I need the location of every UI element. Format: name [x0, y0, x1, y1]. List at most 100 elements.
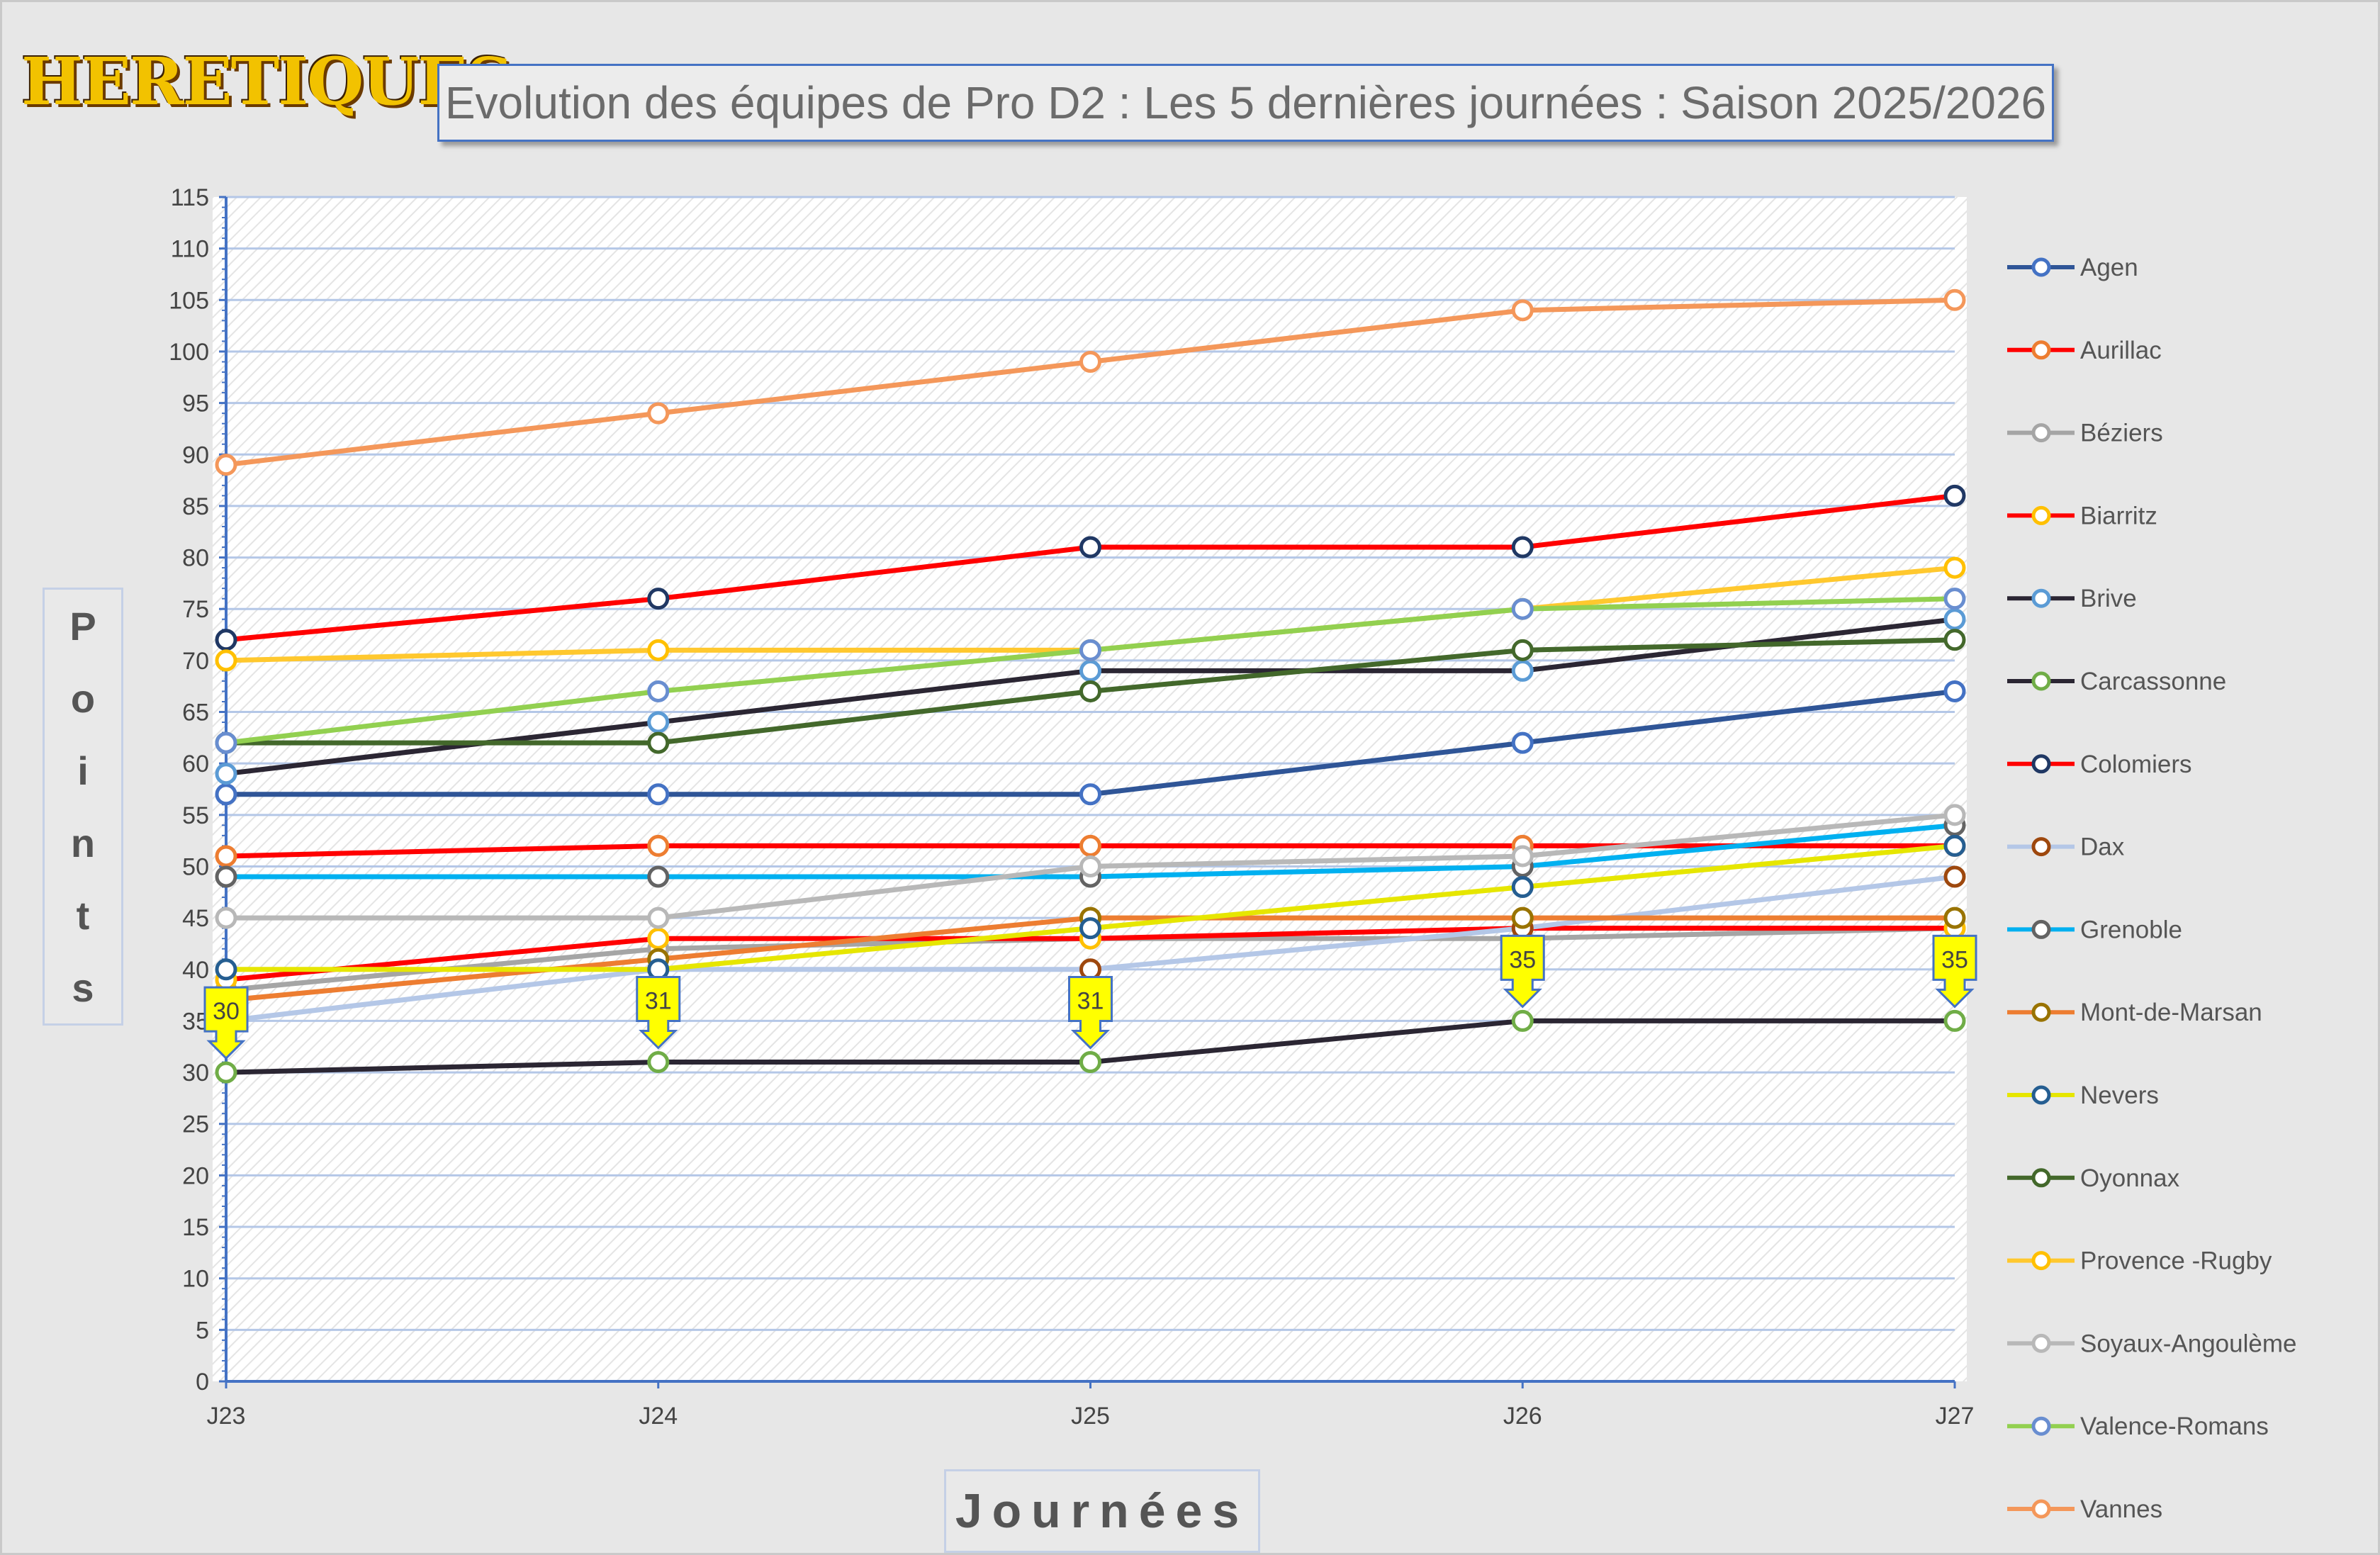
data-point-soyaux-angoul-me [1079, 855, 1101, 877]
data-point-soyaux-angoul-me [1511, 845, 1534, 868]
y-tick-label: 10 [182, 1266, 209, 1293]
y-tick-label: 80 [182, 545, 209, 572]
y-tick-label: 30 [182, 1060, 209, 1087]
callout-shape [1068, 976, 1113, 1050]
legend-label: Béziers [2080, 420, 2163, 447]
legend-marker [2031, 919, 2051, 939]
data-point-vannes [647, 402, 670, 425]
callout-label: 31 [645, 988, 672, 1015]
data-point-dax [1943, 865, 1966, 888]
callout-shape [203, 986, 249, 1060]
legend-label: Colomiers [2080, 751, 2192, 778]
legend-item-aurillac: Aurillac [2007, 337, 2162, 364]
data-point-carcassonne [647, 1051, 670, 1074]
data-point-agen [1079, 783, 1101, 806]
y-tick-label: 45 [182, 905, 209, 932]
legend-label: Agen [2080, 254, 2138, 281]
y-tick-label: 65 [182, 700, 209, 726]
data-point-oyonnax [1943, 629, 1966, 651]
data-point-nevers [1079, 917, 1101, 940]
data-point-agen [1511, 731, 1534, 754]
legend-label: Soyaux-Angoulème [2080, 1330, 2296, 1357]
legend-marker [2031, 423, 2051, 443]
callout-shape [636, 976, 681, 1050]
data-point-vannes [215, 454, 237, 476]
value-callout: 35 [1932, 934, 1977, 1009]
data-point-oyonnax [647, 731, 670, 754]
legend-label: Dax [2080, 833, 2125, 861]
data-point-valence-romans [647, 680, 670, 702]
data-point-valence-romans [1079, 639, 1101, 661]
data-point-grenoble [647, 865, 670, 888]
data-point-mont-de-marsan [1943, 906, 1966, 929]
legend-item-nevers: Nevers [2007, 1082, 2159, 1109]
y-tick-label: 90 [182, 442, 209, 468]
y-tick-label: 100 [169, 339, 209, 366]
series-nevers [215, 834, 1966, 981]
legend-item-valence-romans: Valence-Romans [2007, 1413, 2269, 1440]
data-point-brive [1943, 608, 1966, 631]
y-tick-label: 110 [171, 236, 209, 263]
legend-marker [2031, 837, 2051, 857]
legend-item-provence-rugby: Provence -Rugby [2007, 1247, 2272, 1275]
legend-item-agen: Agen [2007, 254, 2138, 281]
data-point-provence-rugby [1943, 556, 1966, 579]
legend-label: Mont-de-Marsan [2080, 999, 2262, 1026]
data-point-colomiers [1943, 484, 1966, 507]
series-colomiers [215, 484, 1966, 651]
data-point-soyaux-angoul-me [647, 906, 670, 929]
data-point-agen [215, 783, 237, 806]
y-axis-label-letter: n [70, 820, 96, 865]
y-tick-label: 85 [182, 493, 209, 520]
data-point-oyonnax [1511, 639, 1534, 661]
legend-item-colomiers: Colomiers [2007, 751, 2192, 778]
y-tick-label: 40 [182, 957, 209, 984]
x-tick-label: J25 [1071, 1403, 1110, 1430]
data-point-agen [1943, 680, 1966, 702]
legend-item-dax: Dax [2007, 833, 2125, 861]
legend-label: Biarritz [2080, 502, 2157, 529]
legend-marker [2031, 505, 2051, 525]
series-vannes [215, 288, 1966, 476]
data-point-aurillac [647, 834, 670, 857]
y-tick-label: 20 [182, 1162, 209, 1189]
legend-marker [2031, 1333, 2051, 1353]
data-point-brive [1511, 659, 1534, 682]
legend-item-brive: Brive [2007, 585, 2137, 612]
chart-title: Evolution des équipes de Pro D2 : Les 5 … [437, 64, 2054, 142]
data-point-nevers [215, 958, 237, 981]
data-point-valence-romans [1943, 588, 1966, 610]
legend-marker [2031, 588, 2051, 608]
data-point-aurillac [215, 845, 237, 868]
y-axis-label-letter: o [70, 675, 96, 721]
legend-item-b-ziers: Béziers [2007, 420, 2163, 447]
legend-marker [2031, 340, 2051, 360]
data-point-carcassonne [1511, 1009, 1534, 1032]
y-tick-label: 60 [182, 751, 209, 778]
legend-item-vannes: Vannes [2007, 1495, 2162, 1523]
y-tick-label: 105 [169, 287, 209, 314]
data-point-vannes [1511, 299, 1534, 322]
y-tick-label: 0 [196, 1369, 209, 1396]
series-brive [215, 608, 1966, 785]
y-axis-label-letter: i [77, 748, 89, 793]
value-callout: 31 [636, 976, 681, 1050]
data-point-aurillac [1079, 834, 1101, 857]
data-point-agen [647, 783, 670, 806]
x-tick-label: J26 [1503, 1403, 1542, 1430]
callout-shape [1932, 934, 1977, 1009]
data-point-brive [647, 711, 670, 734]
legend-label: Provence -Rugby [2080, 1247, 2272, 1275]
legend-marker [2031, 1168, 2051, 1188]
legend-marker [2031, 1002, 2051, 1022]
x-tick-label: J23 [207, 1403, 246, 1430]
data-point-nevers [1943, 834, 1966, 857]
legend-marker [2031, 257, 2051, 277]
series-valence-romans [215, 588, 1966, 754]
y-tick-label: 25 [182, 1111, 209, 1138]
data-point-colomiers [1511, 536, 1534, 558]
legend-marker [2031, 1251, 2051, 1271]
legend-label: Nevers [2080, 1082, 2159, 1109]
